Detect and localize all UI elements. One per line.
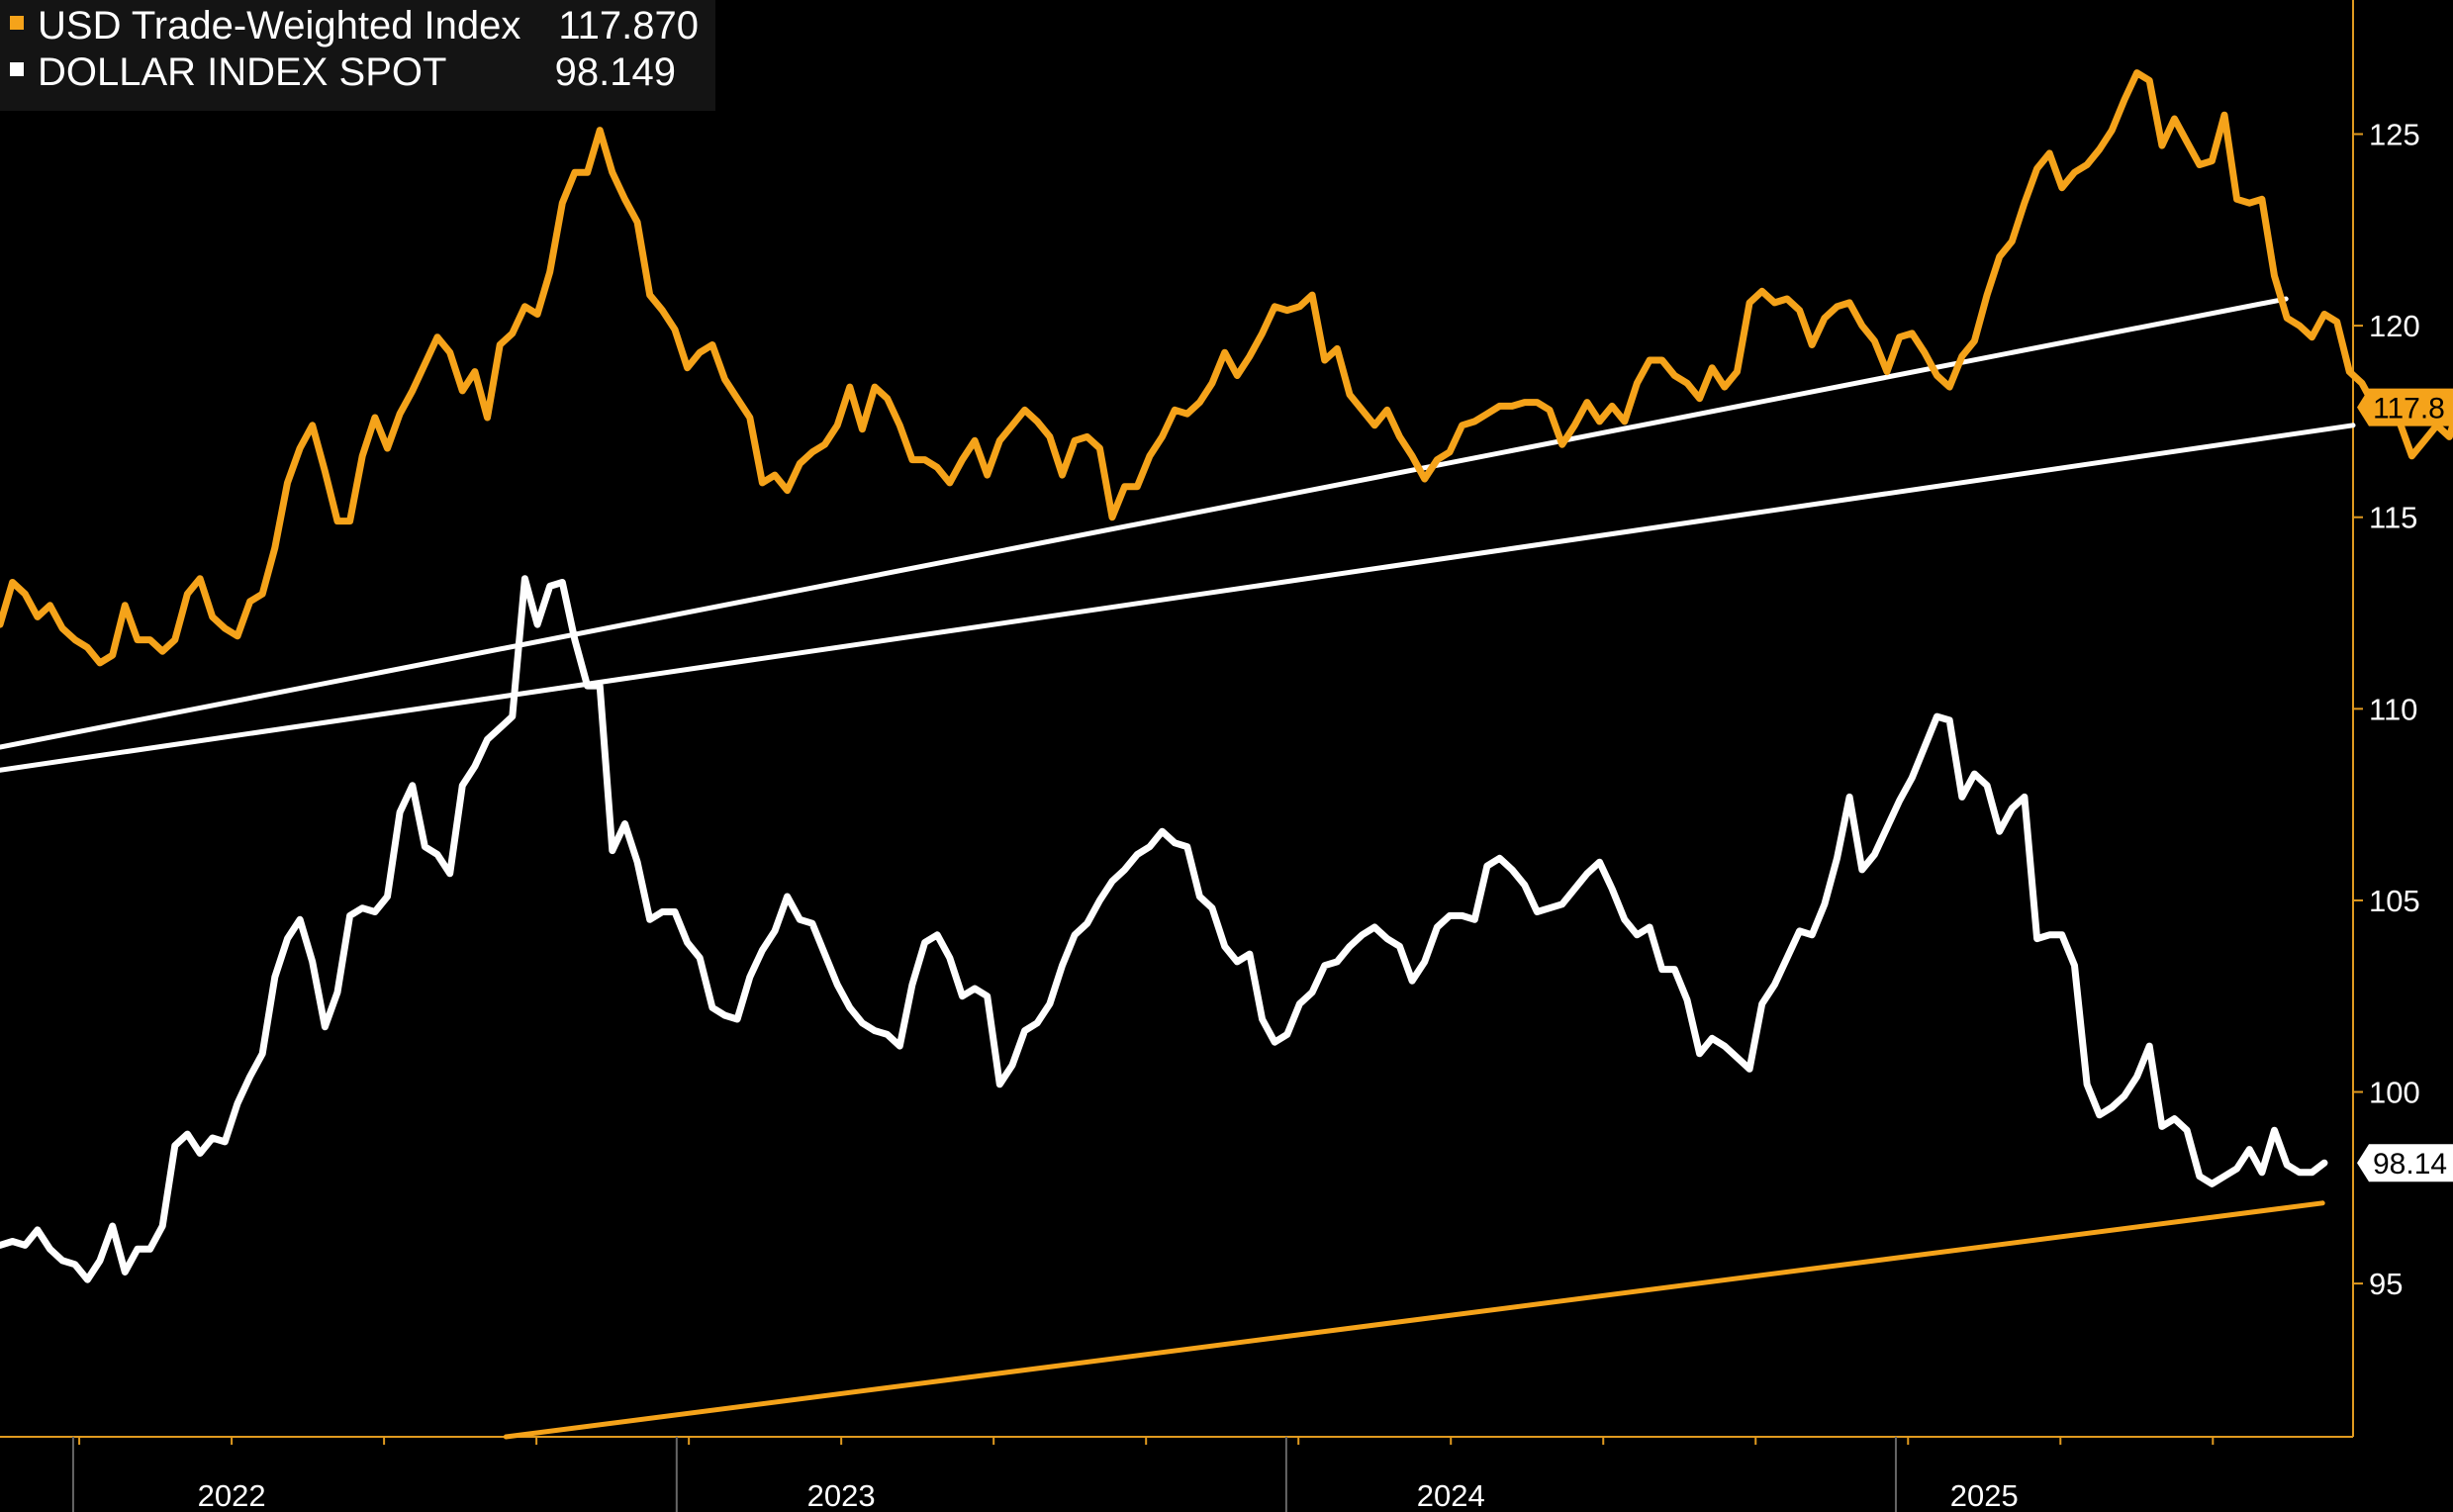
value-tags: 117.8 98.14: [2357, 388, 2453, 1182]
legend-swatch-twi: [10, 16, 24, 30]
legend-value-dxy: 98.149: [555, 50, 676, 94]
legend-name-dxy: DOLLAR INDEX SPOT: [38, 50, 446, 94]
series-line-twi: [0, 69, 2453, 667]
value-tag-label: 98.14: [2373, 1148, 2447, 1181]
y-tick-label: 105: [2369, 884, 2420, 918]
trendline: [0, 423, 2356, 773]
trendline: [0, 296, 2289, 750]
y-tick-label: 115: [2369, 501, 2417, 535]
legend-background: [0, 0, 715, 111]
legend-name-twi: USD Trade-Weighted Index: [38, 4, 520, 47]
y-tick-label: 95: [2369, 1267, 2403, 1301]
x-tick-label: 2024: [1417, 1478, 1485, 1512]
trendline: [503, 1200, 2325, 1440]
legend: USD Trade-Weighted Index 117.870 DOLLAR …: [0, 0, 715, 111]
series-line-dxy: [0, 575, 2328, 1283]
x-tick-label: 2025: [1950, 1478, 2019, 1512]
y-tick-label: 125: [2369, 118, 2420, 152]
value-tag-label: 117.8: [2373, 393, 2445, 425]
legend-swatch-dxy: [10, 62, 24, 76]
series-lines: [0, 69, 2453, 1283]
y-tick-label: 120: [2369, 309, 2420, 343]
y-tick-label: 110: [2369, 692, 2417, 726]
value-tag-dxy: [2357, 1144, 2453, 1182]
x-tick-label: 2022: [198, 1478, 266, 1512]
trendlines: [0, 296, 2356, 1440]
value-tag-twi: [2357, 388, 2453, 426]
x-tick-label: 2023: [807, 1478, 876, 1512]
legend-value-twi: 117.870: [558, 4, 699, 47]
y-tick-label: 100: [2369, 1076, 2420, 1110]
